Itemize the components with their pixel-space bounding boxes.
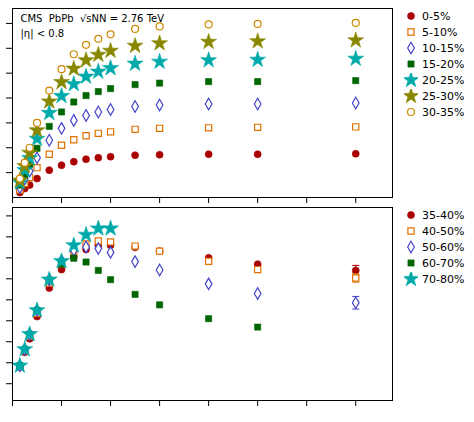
html-text:5-10%: 5-10% [422, 25, 458, 39]
html-text:70-80%: 70-80% [422, 272, 465, 286]
html-text:50-60%: 50-60% [422, 240, 465, 254]
svg-text:|η| < 0.8: |η| < 0.8 [21, 28, 65, 40]
svg-text:CMS PbPb √sNN = 2.76 TeV: CMS PbPb √sNN = 2.76 TeV [21, 13, 165, 24]
html-text:25-30%: 25-30% [422, 89, 465, 103]
html-text:20-25%: 20-25% [422, 73, 465, 87]
html-text:15-20%: 15-20% [422, 57, 465, 71]
html-text:0-5%: 0-5% [422, 9, 451, 23]
html-text:35-40%: 35-40% [422, 208, 465, 222]
html-text:60-70%: 60-70% [422, 256, 465, 270]
html-text:30-35%: 30-35% [422, 105, 465, 119]
html-text:10-15%: 10-15% [422, 41, 465, 55]
html-text:40-50%: 40-50% [422, 224, 465, 238]
